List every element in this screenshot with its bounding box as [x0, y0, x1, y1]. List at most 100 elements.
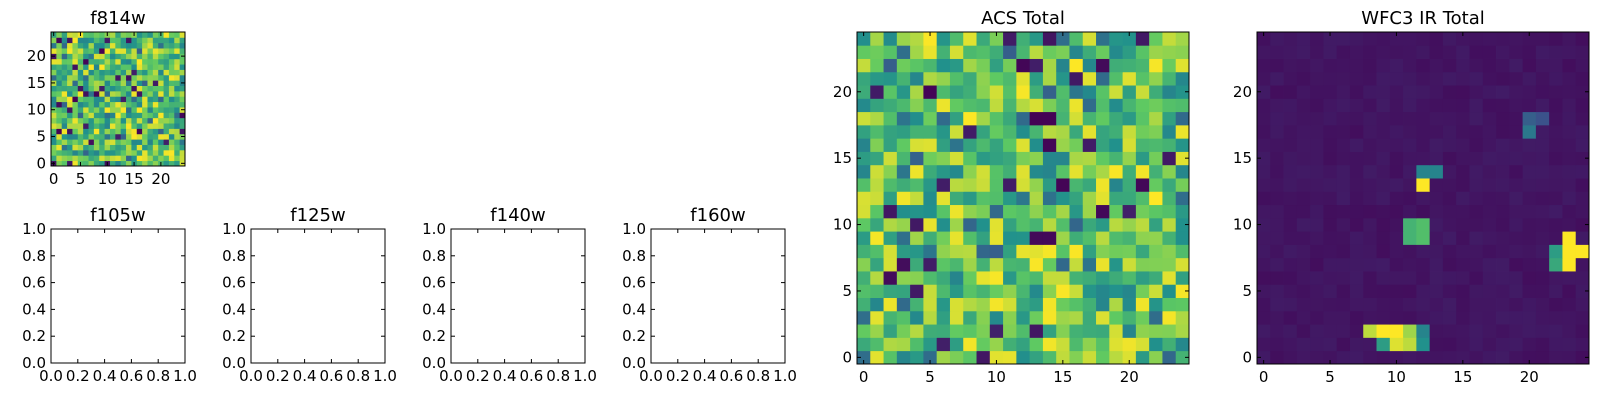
heatmap-cell — [61, 48, 68, 54]
heatmap-cell — [1162, 124, 1177, 139]
heatmap-cell — [77, 53, 84, 60]
heatmap-cell — [72, 144, 79, 151]
heatmap-cell — [1429, 217, 1444, 232]
heatmap-cell — [174, 101, 181, 108]
heatmap-cell — [158, 96, 164, 103]
heatmap-cell — [136, 117, 143, 124]
heatmap-cell — [1149, 297, 1163, 312]
heatmap-cell — [93, 117, 100, 124]
heatmap-cell — [1562, 124, 1577, 139]
heatmap-cell — [152, 64, 159, 70]
heatmap-cell — [1482, 138, 1497, 152]
heatmap-cell — [1270, 98, 1284, 113]
heatmap-cell — [1029, 85, 1044, 99]
heatmap-cell — [1522, 350, 1537, 365]
heatmap-cell — [1575, 257, 1590, 272]
heatmap-cell — [1096, 178, 1110, 192]
heatmap-cell — [1509, 337, 1523, 352]
heatmap-cell — [1310, 151, 1324, 166]
heatmap-cell — [152, 123, 159, 129]
heatmap-cell — [1082, 151, 1097, 166]
heatmap-cell — [1310, 58, 1324, 73]
heatmap-cell — [989, 178, 1004, 192]
heatmap-cell — [1403, 71, 1417, 86]
heatmap-cell — [910, 98, 924, 113]
heatmap-cell — [1549, 178, 1563, 192]
heatmap-cell — [1082, 271, 1097, 285]
heatmap-cell — [1429, 324, 1444, 338]
heatmap-cell — [1270, 271, 1284, 285]
heatmap-cell — [1363, 45, 1377, 59]
heatmap-cell — [949, 45, 964, 59]
heatmap-cell — [1096, 244, 1110, 259]
heatmap-cell — [1429, 71, 1444, 86]
heatmap-cell — [870, 191, 884, 206]
heatmap-cell — [61, 133, 68, 140]
heatmap-cell — [1122, 217, 1137, 232]
heatmap-cell — [1056, 271, 1070, 285]
heatmap-cell — [1270, 178, 1284, 192]
heatmap-cell — [1336, 297, 1351, 312]
y-tick-label: 0 — [1242, 348, 1252, 366]
heatmap-cell — [1016, 164, 1031, 179]
heatmap-cell — [976, 217, 991, 232]
heatmap-cell — [77, 117, 84, 124]
heatmap-cell — [1310, 231, 1324, 245]
heatmap-cell — [88, 48, 95, 54]
heatmap-cell — [1389, 244, 1404, 259]
heatmap-cell — [61, 69, 68, 76]
heatmap-cell — [1562, 310, 1577, 325]
heatmap-cell — [1082, 297, 1097, 312]
heatmap-cell — [896, 164, 911, 179]
heatmap-cell — [56, 128, 63, 135]
heatmap-cell — [870, 310, 884, 325]
heatmap-cell — [83, 117, 89, 124]
panel-title: f140w — [490, 205, 545, 226]
heatmap-cell — [56, 64, 63, 70]
heatmap-cell — [1456, 337, 1470, 352]
heatmap-cell — [1562, 85, 1577, 99]
heatmap-cell — [1283, 324, 1298, 338]
heatmap-cell — [77, 139, 84, 145]
heatmap-cell — [883, 310, 898, 325]
heatmap-cell — [910, 191, 924, 206]
heatmap-cell — [1562, 217, 1577, 232]
heatmap-cell — [1257, 85, 1271, 99]
heatmap-cell — [1323, 271, 1338, 285]
heatmap-cell — [142, 160, 148, 167]
heatmap-cell — [1482, 191, 1497, 206]
heatmap-cell — [88, 155, 95, 162]
heatmap-cell — [1363, 350, 1377, 365]
heatmap-cell — [158, 69, 164, 76]
heatmap-cell — [949, 271, 964, 285]
heatmap-cell — [1416, 350, 1431, 365]
heatmap-cell — [179, 64, 186, 70]
heatmap-cell — [131, 117, 138, 124]
heatmap-cell — [83, 69, 89, 76]
heatmap-cell — [1162, 151, 1177, 166]
heatmap-cell — [1389, 284, 1404, 298]
heatmap-cell — [115, 96, 122, 103]
heatmap-cell — [1270, 231, 1284, 245]
heatmap-cell — [67, 90, 73, 97]
heatmap-cell — [104, 90, 111, 97]
heatmap-cell — [1456, 151, 1470, 166]
heatmap-cell — [1575, 324, 1590, 338]
heatmap-cell — [1389, 111, 1404, 126]
axes-frame — [650, 228, 786, 364]
heatmap-cell — [126, 128, 132, 135]
heatmap-cell — [1069, 138, 1084, 152]
heatmap-cell — [174, 133, 181, 140]
heatmap-cell — [77, 90, 84, 97]
heatmap-cell — [174, 48, 181, 54]
heatmap-cell — [1363, 217, 1377, 232]
x-tick-label: 0.2 — [266, 367, 290, 385]
heatmap-cell — [1042, 284, 1057, 298]
heatmap-cell — [1162, 337, 1177, 352]
heatmap-cell — [1442, 310, 1457, 325]
heatmap-cell — [1109, 164, 1123, 179]
heatmap-cell — [1509, 151, 1523, 166]
heatmap-cell — [1509, 138, 1523, 152]
heatmap-cell — [883, 217, 898, 232]
heatmap-cell — [152, 149, 159, 156]
